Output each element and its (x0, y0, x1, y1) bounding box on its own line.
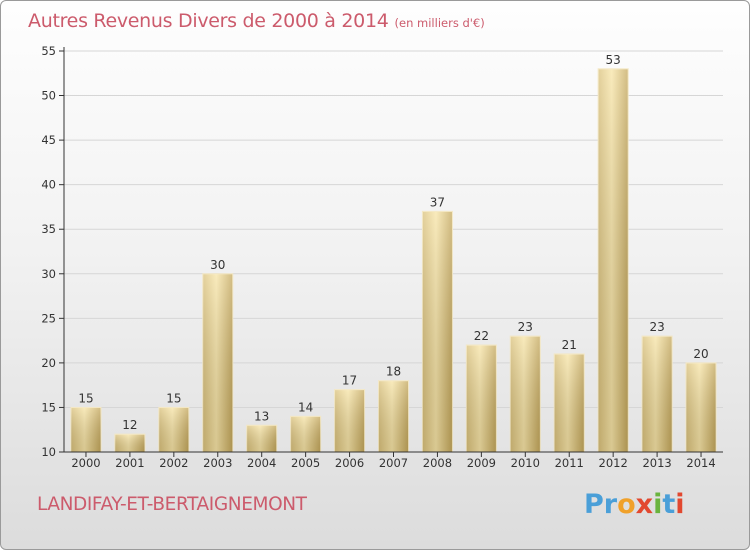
x-tick-label: 2011 (555, 456, 584, 470)
x-tick-label: 2005 (291, 456, 320, 470)
bar-value-label: 17 (342, 374, 357, 388)
bar-shade (290, 416, 321, 452)
x-tick-label: 2001 (115, 456, 144, 470)
y-tick-label: 50 (41, 89, 56, 103)
bar-value-label: 23 (518, 320, 533, 334)
bar-value-label: 21 (562, 338, 577, 352)
bar-value-label: 23 (649, 320, 664, 334)
bar-shade (422, 211, 453, 452)
y-tick-label: 10 (41, 445, 56, 459)
bar-shade (378, 380, 409, 452)
bar-shade (114, 434, 145, 452)
bar-value-label: 37 (430, 195, 445, 209)
bar-value-label: 13 (254, 409, 269, 423)
y-tick-label: 55 (41, 44, 56, 58)
y-tick-label: 25 (41, 311, 56, 325)
y-tick-label: 35 (41, 222, 56, 236)
title-unit: (en milliers d'€) (394, 16, 485, 30)
bar-shade (510, 336, 541, 452)
bar-shade (642, 336, 673, 452)
bar-value-label: 22 (474, 329, 489, 343)
bar-value-label: 12 (122, 418, 137, 432)
x-tick-label: 2013 (642, 456, 671, 470)
x-tick-label: 2006 (335, 456, 364, 470)
bar-value-label: 14 (298, 400, 313, 414)
bar-shade (202, 273, 233, 452)
proxiti-logo: Proxiti (584, 489, 685, 520)
x-tick-label: 2000 (71, 456, 100, 470)
y-tick-label: 15 (41, 400, 56, 414)
y-tick-label: 30 (41, 267, 56, 281)
chart-title: Autres Revenus Divers de 2000 à 2014 (en … (28, 10, 485, 32)
bar-shade (334, 389, 365, 452)
bar-shade (686, 362, 717, 452)
bar-shade (554, 353, 585, 452)
bar-value-label: 15 (166, 391, 181, 405)
y-tick-label: 20 (41, 356, 56, 370)
bar-shade (246, 425, 277, 452)
bars: 15 12 15 30 13 14 17 18 37 22 23 21 53 23 20 (70, 53, 717, 453)
bar-shade (598, 68, 629, 453)
bar-value-label: 18 (386, 365, 401, 379)
x-tick-label: 2003 (203, 456, 232, 470)
bar-value-label: 15 (78, 391, 93, 405)
bar-value-label: 30 (210, 258, 225, 272)
bar-value-label: 20 (693, 347, 708, 361)
x-tick-label: 2007 (379, 456, 408, 470)
bar-shade (158, 407, 189, 452)
commune-name: LANDIFAY-ET-BERTAIGNEMONT (37, 494, 307, 515)
x-tick-label: 2008 (423, 456, 452, 470)
y-tick-label: 45 (41, 133, 56, 147)
title-main: Autres Revenus Divers de 2000 à 2014 (28, 10, 389, 32)
x-tick-label: 2009 (467, 456, 496, 470)
y-tick-label: 40 (41, 178, 56, 192)
x-tick-label: 2014 (686, 456, 715, 470)
bar-shade (70, 407, 101, 452)
axes: 10 15 20 25 30 35 40 45 50 55 2000 2001 2002 2003 2004… (41, 44, 723, 470)
x-tick-label: 2004 (247, 456, 276, 470)
x-tick-label: 2012 (599, 456, 628, 470)
bar-shade (466, 345, 497, 452)
x-tick-label: 2010 (511, 456, 540, 470)
bar-value-label: 53 (606, 53, 621, 67)
x-tick-label: 2002 (159, 456, 188, 470)
